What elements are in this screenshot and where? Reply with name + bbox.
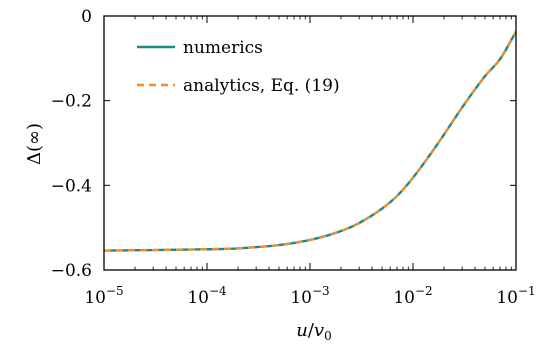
x-tick-label-exponent: −2 bbox=[415, 284, 433, 298]
series-line-0 bbox=[103, 31, 518, 252]
y-tick-label: −0.6 bbox=[51, 261, 92, 281]
x-tick-label: 10−2 bbox=[393, 284, 432, 308]
ticks-layer: 0−0.2−0.4−0.610−5 10−4 10−3 10−2 10−1 bbox=[51, 7, 536, 308]
x-tick-label: 10−3 bbox=[290, 284, 329, 308]
x-tick-label: 10−1 bbox=[496, 284, 535, 308]
series-layer bbox=[103, 31, 518, 252]
x-tick-label-base: 10 bbox=[496, 288, 518, 308]
x-tick-label-base: 10 bbox=[393, 288, 415, 308]
x-tick-label-base: 10 bbox=[84, 288, 106, 308]
x-tick-label-exponent: −4 bbox=[209, 284, 227, 298]
x-tick-label-exponent: −1 bbox=[518, 284, 536, 298]
x-tick-label: 10−5 bbox=[84, 284, 123, 308]
legend: numerics analytics, Eq. (19) bbox=[137, 38, 340, 96]
y-tick-label: −0.2 bbox=[51, 92, 92, 112]
x-axis-label-v: v bbox=[314, 320, 324, 341]
x-tick-label-exponent: −5 bbox=[106, 284, 124, 298]
y-tick-label: 0 bbox=[81, 7, 92, 27]
x-tick-label-base: 10 bbox=[187, 288, 209, 308]
y-axis-label: Δ(∞) bbox=[24, 123, 45, 165]
x-tick-label-exponent: −3 bbox=[312, 284, 330, 298]
series-line-1 bbox=[103, 31, 517, 252]
legend-label-1: analytics, Eq. (19) bbox=[183, 76, 340, 96]
x-tick-label-base: 10 bbox=[290, 288, 312, 308]
plot-frame bbox=[103, 15, 517, 271]
x-axis-label-slash: / bbox=[308, 320, 315, 341]
x-axis-label: u/v0 bbox=[296, 320, 331, 343]
legend-label-0: numerics bbox=[183, 38, 263, 58]
x-axis-label-sub: 0 bbox=[324, 329, 332, 343]
x-axis-label-u: u bbox=[296, 320, 308, 341]
y-tick-label: −0.4 bbox=[51, 176, 92, 196]
x-tick-label: 10−4 bbox=[187, 284, 227, 308]
